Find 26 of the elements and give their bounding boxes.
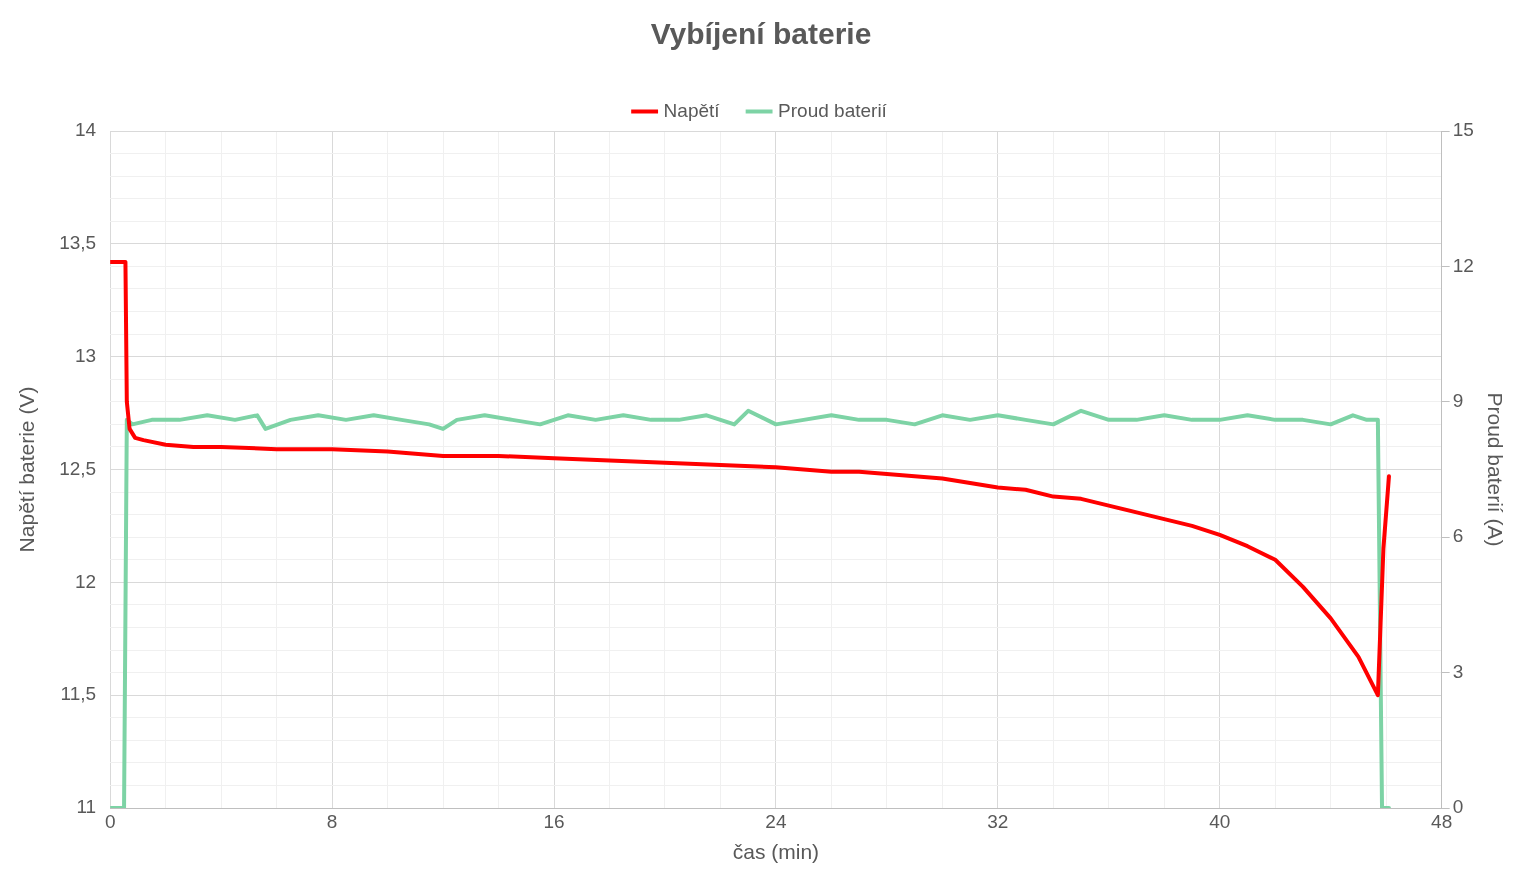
x-tick-label: 24 — [765, 810, 787, 832]
chart-title: Vybíjení baterie — [650, 17, 872, 51]
y-tick-label: 13 — [75, 344, 97, 366]
y2-tick-label: 3 — [1452, 660, 1464, 682]
y2-tick-label: 6 — [1452, 525, 1464, 547]
legend-label: Napětí — [663, 99, 721, 121]
y-tick-label: 11,5 — [60, 683, 97, 705]
y-tick-label: 12 — [75, 570, 97, 592]
y-axis-title: Napětí baterie (V) — [15, 386, 39, 553]
y2-tick-label: 12 — [1452, 254, 1474, 276]
x-tick-label: 40 — [1209, 810, 1231, 832]
y-tick-label: 13,5 — [59, 232, 97, 254]
legend-label: Proud baterií — [778, 99, 888, 121]
x-tick-label: 0 — [104, 810, 116, 832]
x-axis-title: čas (min) — [732, 840, 820, 864]
y2-tick-label: 9 — [1452, 390, 1464, 412]
y-tick-label: 12,5 — [59, 457, 97, 479]
x-tick-label: 16 — [543, 810, 565, 832]
y-tick-label: 11 — [76, 796, 97, 818]
y2-tick-label: 15 — [1452, 119, 1474, 141]
x-tick-label: 48 — [1431, 810, 1453, 832]
y2-tick-label: 0 — [1452, 796, 1464, 818]
x-tick-label: 32 — [987, 810, 1009, 832]
y-tick-label: 14 — [75, 119, 97, 141]
y2-axis-title: Proud baterií (A) — [1483, 392, 1507, 547]
x-tick-label: 8 — [326, 810, 338, 832]
